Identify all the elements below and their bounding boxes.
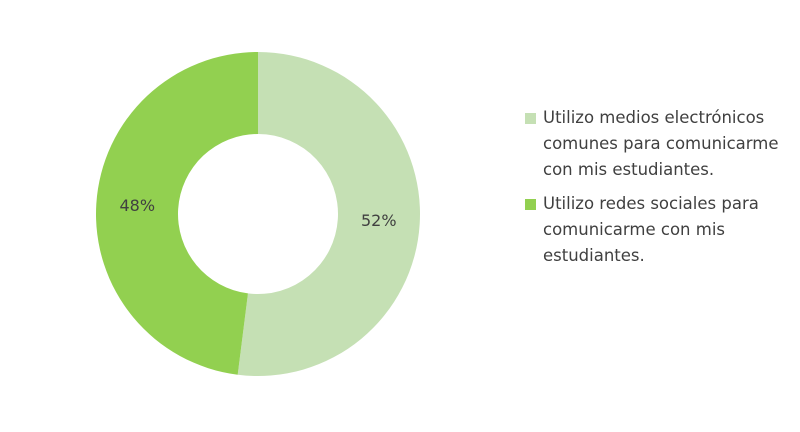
data-label: 48% — [119, 196, 155, 215]
legend-item: Utilizo medios electrónicos comunes para… — [525, 105, 779, 183]
slice — [95, 52, 259, 375]
legend-label: Utilizo redes sociales para comunicarme … — [543, 194, 759, 265]
data-label: 52% — [361, 211, 397, 230]
slice — [237, 52, 420, 376]
legend-swatch — [525, 199, 536, 210]
legend-label: Utilizo medios electrónicos comunes para… — [543, 108, 779, 179]
legend-swatch — [525, 113, 536, 124]
legend: Utilizo medios electrónicos comunes para… — [525, 105, 785, 277]
legend-item: Utilizo redes sociales para comunicarme … — [525, 191, 779, 269]
